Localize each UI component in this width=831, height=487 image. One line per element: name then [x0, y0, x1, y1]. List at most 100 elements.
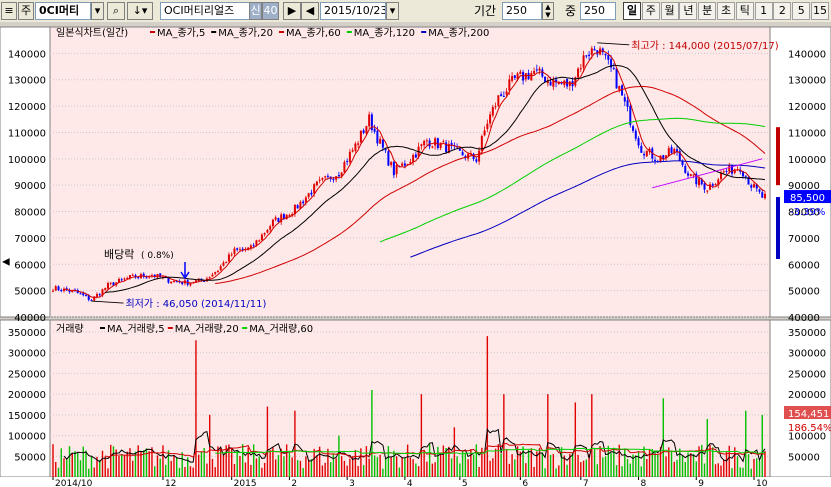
candle-body — [71, 290, 74, 293]
ma-line-60 — [215, 85, 766, 284]
stock-name-field: OCI머티리얼즈 — [160, 2, 260, 20]
candle-body — [447, 144, 450, 154]
next-date-button[interactable]: ◀ — [301, 2, 319, 20]
price-tick-left-9: 130000 — [8, 76, 46, 87]
interval-button-6[interactable]: 틱 — [735, 2, 754, 20]
candle-body — [678, 151, 681, 161]
candle-body — [761, 192, 764, 198]
count-input[interactable]: 250 — [580, 2, 616, 20]
candle-body — [98, 294, 101, 296]
candle-body — [409, 161, 412, 164]
candle-body — [293, 204, 296, 215]
candle-body — [574, 77, 577, 86]
candle-body — [271, 219, 274, 227]
candle-body — [225, 262, 228, 264]
interval-button-3[interactable]: 년 — [679, 2, 698, 20]
candle-body — [236, 248, 239, 250]
menu-icon[interactable]: ≡ — [1, 2, 17, 20]
candle-body — [519, 71, 522, 75]
candle-body — [640, 145, 643, 153]
stock-chart[interactable]: 40000 40000 50000 50000 60000 60000 70000 70000… — [0, 22, 831, 487]
prev-date-button[interactable]: ▶ — [283, 2, 301, 20]
candle-body — [764, 193, 766, 199]
candle-body — [282, 214, 285, 219]
price-tick-left-4: 80000 — [14, 208, 46, 219]
legend-swatch-4 — [421, 31, 427, 33]
candle-body — [469, 153, 472, 155]
price-tick-right-3: 70000 — [788, 234, 820, 245]
volume-tick-right-5: 300000 — [788, 349, 826, 360]
interval-button-10[interactable]: 15 — [811, 2, 829, 20]
candle-body — [711, 184, 714, 186]
date-dropdown-icon[interactable]: ▾ — [386, 2, 399, 20]
candle-body — [563, 80, 566, 86]
legend-label-0: MA_종가,5 — [157, 27, 205, 39]
period-input[interactable]: 250 — [502, 2, 542, 20]
candle-body — [175, 281, 178, 283]
volume-tick-right-3: 200000 — [788, 390, 826, 401]
scroll-left-icon: ◀ — [2, 256, 10, 267]
ma-line-5 — [63, 50, 766, 299]
price-tick-left-1: 50000 — [14, 287, 46, 298]
candle-body — [588, 54, 591, 56]
candle-body — [159, 273, 162, 278]
interval-button-8[interactable]: 2 — [773, 2, 792, 20]
candle-body — [508, 79, 511, 91]
candle-body — [365, 126, 368, 134]
magnifier-icon[interactable]: ⌕ — [107, 2, 125, 20]
candle-body — [117, 279, 120, 283]
candle-body — [315, 181, 318, 186]
ma-line-200 — [410, 160, 766, 258]
current-price-box — [784, 190, 831, 204]
stock-code-input[interactable]: 0CI머티 — [35, 2, 91, 20]
candle-body — [714, 184, 717, 186]
candle-body — [384, 148, 387, 151]
volume-tick-left-0: 50000 — [14, 452, 46, 463]
legend-label-2: MA_종가,60 — [286, 27, 341, 39]
code-dropdown-icon[interactable]: ▾ — [91, 2, 104, 20]
candle-body — [288, 215, 291, 217]
volume-ratio-label: 186.54% — [788, 423, 831, 434]
price-tick-right-5: 90000 — [788, 181, 820, 192]
candle-body — [480, 135, 483, 151]
candle-body — [684, 165, 687, 173]
date-input[interactable]: 2015/10/23 — [320, 2, 386, 20]
interval-button-0[interactable]: 일 — [623, 2, 641, 20]
candle-body — [662, 155, 665, 159]
price-tick-left-3: 70000 — [14, 234, 46, 245]
candle-body — [458, 148, 461, 151]
interval-button-7[interactable]: 1 — [754, 2, 773, 20]
interval-button-1[interactable]: 주 — [641, 2, 660, 20]
candle-body — [258, 240, 261, 242]
toolbar: ≡ 주 0CI머티 ▾ ⌕ ↓▾ OCI머티리얼즈 신 40 ▶ ◀ 2015/… — [0, 0, 831, 23]
period-stepper[interactable]: ▲ ▼ — [542, 2, 554, 20]
margin-badge: 40 — [262, 2, 279, 20]
candle-body — [269, 226, 272, 230]
candle-body — [260, 234, 263, 240]
sort-icon[interactable]: ↓▾ — [127, 2, 153, 20]
candle-body — [376, 130, 379, 144]
candle-body — [722, 171, 725, 173]
candle-body — [546, 80, 549, 84]
interval-button-4[interactable]: 분 — [698, 2, 717, 20]
candle-body — [692, 174, 695, 176]
interval-button-5[interactable]: 초 — [717, 2, 735, 20]
volume-tick-right-1: 100000 — [788, 432, 826, 443]
high-annotation: 최고가 : 144,000 (2015/07/17) — [631, 40, 778, 52]
candle-body — [544, 76, 547, 83]
candle-body — [461, 151, 464, 156]
tab-week-button[interactable]: 주 — [18, 2, 34, 20]
legend-swatch-1 — [211, 31, 217, 33]
volume-legend-swatch-2 — [242, 327, 248, 329]
volume-legend-label-0: MA_거래량,5 — [107, 323, 165, 335]
volume-tick-right-4: 250000 — [788, 369, 826, 380]
candle-body — [131, 274, 134, 276]
candle-body — [535, 69, 538, 71]
candle-body — [494, 106, 497, 108]
candle-body — [557, 82, 560, 85]
legend-label-1: MA_종가,20 — [218, 27, 273, 39]
interval-button-2[interactable]: 월 — [660, 2, 679, 20]
interval-button-9[interactable]: 5 — [792, 2, 811, 20]
candle-body — [593, 48, 596, 51]
price-tick-left-10: 140000 — [8, 49, 46, 60]
